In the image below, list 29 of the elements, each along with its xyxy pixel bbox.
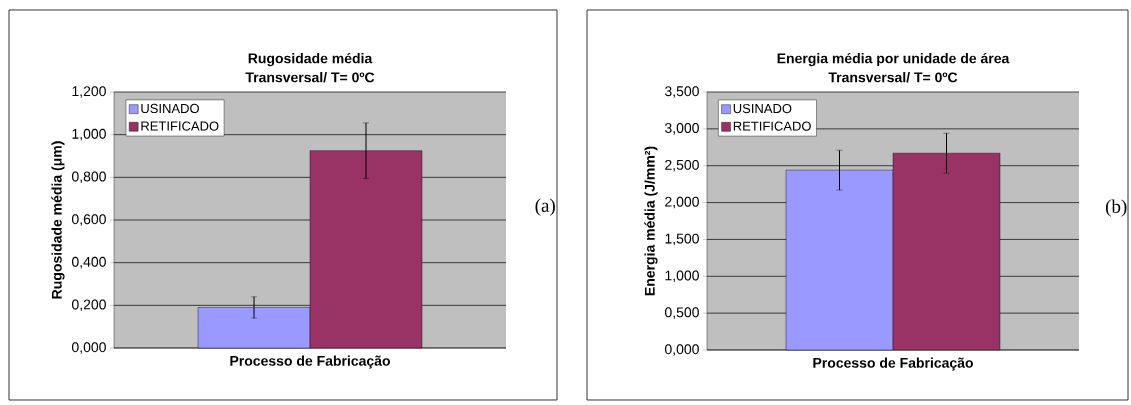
legend-label: RETIFICADO bbox=[733, 121, 811, 131]
y-tick-label: 0,600 bbox=[71, 214, 106, 226]
x-axis-title: Processo de Fabricação bbox=[230, 355, 390, 369]
text: (b) bbox=[1105, 199, 1127, 217]
y-tick-label: 0,200 bbox=[71, 299, 106, 312]
chart-title: Energia média por unidade de área bbox=[777, 52, 1010, 67]
chart-subtitle: Transversal/ T= 0ºC bbox=[828, 72, 958, 83]
chart-subtitle: Transversal/ T= 0ºC bbox=[245, 72, 375, 83]
legend-label: USINADO bbox=[733, 103, 792, 114]
y-tick-label: 0,000 bbox=[71, 342, 106, 354]
legend-label: RETIFICADO bbox=[141, 121, 219, 131]
y-tick-label: 0,400 bbox=[71, 256, 106, 269]
y-axis-title: Energia média (J/mm²) bbox=[644, 146, 658, 296]
y-tick-label: 3,000 bbox=[664, 123, 699, 135]
y-tick-label: 1,500 bbox=[665, 233, 699, 246]
y-tick-label: 1,000 bbox=[72, 128, 106, 141]
y-tick-label: 1,200 bbox=[72, 86, 106, 98]
y-tick-label: 1,000 bbox=[665, 270, 699, 283]
legend-label: USINADO bbox=[141, 103, 199, 114]
y-tick-label: 2,500 bbox=[665, 159, 699, 172]
text: (a) bbox=[535, 198, 555, 216]
y-tick-label: 0,000 bbox=[664, 344, 699, 356]
chart-title: Rugosidade média bbox=[248, 52, 373, 67]
y-tick-label: 2,000 bbox=[665, 196, 699, 209]
y-tick-label: 0,500 bbox=[664, 307, 699, 319]
y-axis-title: Rugosidade média (μm) bbox=[51, 141, 65, 299]
x-axis-title: Processo de Fabricação bbox=[813, 357, 973, 371]
y-tick-label: 0,800 bbox=[71, 171, 106, 184]
y-tick-label: 3,500 bbox=[664, 86, 699, 98]
